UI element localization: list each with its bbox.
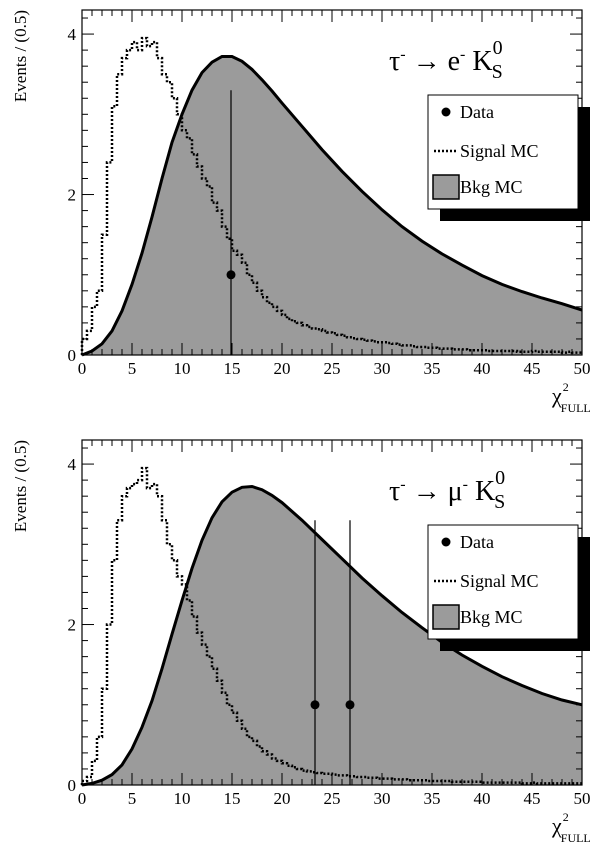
title-lepton: μ [448,476,463,507]
legend-bkg-label: Bkg MC [460,607,523,627]
x-tick-label: 50 [574,359,591,378]
bkg-mc-curve [81,484,583,787]
legend-data-label: Data [460,532,494,552]
legend-bkg-marker [432,174,460,200]
x-tick-label: 5 [128,789,137,808]
x-tick-label: 40 [474,789,491,808]
data-point [310,700,320,710]
x-tick-label: 0 [78,789,87,808]
title-minus: - [460,46,465,63]
x-tick-label: 50 [574,789,591,808]
signal-mc-histogram [80,36,582,355]
title-arrow: → [406,476,448,507]
y-axis-label: Events / (0.5) [11,440,30,532]
title-minus: - [400,476,405,493]
x-tick-label: 40 [474,359,491,378]
y-tick-label: 0 [68,346,77,365]
legend-signal-label: Signal MC [460,571,539,591]
bkg-mc-area [82,56,582,355]
title-minus: - [400,46,405,63]
x-tick-label: 10 [174,359,191,378]
x-label-sup: 2 [563,810,569,824]
x-tick-label: 35 [424,789,441,808]
title-minus: - [463,476,468,493]
x-tick-label: 30 [374,359,391,378]
legend-bkg-label: Bkg MC [460,177,523,197]
x-tick-label: 35 [424,359,441,378]
title-kaon: K [468,476,495,507]
title-kaon-sub: S [492,61,503,83]
title-kaon: K [465,46,492,77]
y-tick-label: 2 [68,186,77,205]
y-tick-label: 0 [68,776,77,795]
title-kaon-sub: S [494,491,505,513]
y-tick-label: 2 [68,616,77,635]
title-lepton: e [448,46,460,77]
y-tick-label: 4 [68,455,77,474]
decay-title: τ- → μ- K0 S [389,467,505,513]
x-axis-label: χ2 FULL [551,380,591,415]
x-tick-label: 45 [524,359,541,378]
x-tick-label: 25 [324,789,341,808]
legend-signal-label: Signal MC [460,141,539,161]
x-tick-label: 15 [224,789,241,808]
y-tick-label: 4 [68,25,77,44]
title-tau: τ [389,476,400,507]
legend-data-marker [441,537,451,547]
x-tick-label: 20 [274,359,291,378]
legend-data-marker [441,107,451,117]
x-tick-label: 25 [324,359,341,378]
decay-title: τ- → e- K0 S [389,37,503,83]
x-tick-label: 5 [128,359,137,378]
legend-data-label: Data [460,102,494,122]
x-tick-label: 20 [274,789,291,808]
x-tick-label: 30 [374,789,391,808]
data-point [226,270,236,280]
title-arrow: → [406,46,448,77]
x-label-sub: FULL [561,401,591,415]
bkg-mc-curve [81,55,583,357]
x-tick-label: 0 [78,359,87,378]
x-axis-label: χ2 FULL [551,810,591,845]
title-kaon-sup: 0 [493,37,503,59]
title-tau: τ [389,46,400,77]
x-tick-label: 10 [174,789,191,808]
x-label-main: χ [551,383,562,408]
data-point [345,700,355,710]
x-label-main: χ [551,813,562,838]
x-label-sub: FULL [561,831,591,845]
legend-bkg-marker [432,604,460,630]
x-label-sup: 2 [563,380,569,394]
y-axis-label: Events / (0.5) [11,10,30,102]
x-tick-label: 45 [524,789,541,808]
x-tick-label: 15 [224,359,241,378]
title-kaon-sup: 0 [495,467,505,489]
bkg-mc-area [82,486,582,785]
